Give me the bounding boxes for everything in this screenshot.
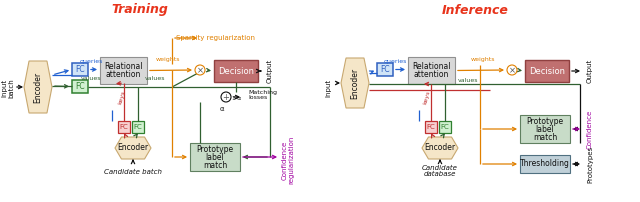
Bar <box>377 63 393 76</box>
Text: FC: FC <box>427 124 435 130</box>
Bar <box>408 57 455 84</box>
Circle shape <box>507 65 517 75</box>
Circle shape <box>195 65 205 75</box>
Text: Decision: Decision <box>529 66 565 76</box>
Bar <box>520 155 570 173</box>
Text: values: values <box>458 78 478 82</box>
Bar <box>425 121 437 133</box>
Text: Relational: Relational <box>104 62 143 71</box>
Text: FC: FC <box>380 65 390 74</box>
Text: weights: weights <box>471 58 495 62</box>
Text: label: label <box>205 154 225 162</box>
Text: keys: keys <box>423 89 431 105</box>
Text: Encoder: Encoder <box>351 67 360 99</box>
Text: Decision: Decision <box>218 66 254 76</box>
Text: Output: Output <box>267 59 273 83</box>
Bar <box>118 121 130 133</box>
Bar <box>214 60 258 82</box>
Text: match: match <box>203 162 227 170</box>
Text: Input: Input <box>325 79 331 97</box>
Polygon shape <box>422 137 458 159</box>
Text: Prototype: Prototype <box>196 145 234 155</box>
Text: keys: keys <box>118 89 126 105</box>
Text: Encoder: Encoder <box>424 143 456 153</box>
Text: match: match <box>533 134 557 142</box>
Text: Input
batch: Input batch <box>1 78 15 98</box>
Text: label: label <box>536 125 554 135</box>
Text: Confidence: Confidence <box>587 109 593 149</box>
Polygon shape <box>341 58 369 108</box>
Text: queries: queries <box>79 59 102 63</box>
Text: FC: FC <box>440 124 449 130</box>
Text: 1-α: 1-α <box>231 97 241 101</box>
Text: queries: queries <box>383 59 406 63</box>
Text: Encoder: Encoder <box>33 72 42 103</box>
Text: α: α <box>220 106 224 112</box>
Text: ×: × <box>196 66 204 75</box>
Text: FC: FC <box>134 124 142 130</box>
Text: attention: attention <box>414 70 449 79</box>
Bar <box>525 60 569 82</box>
Bar <box>72 63 88 76</box>
Text: Inference: Inference <box>442 3 508 17</box>
Text: Training: Training <box>111 3 168 17</box>
Text: Output: Output <box>587 59 593 83</box>
Text: FC: FC <box>75 82 85 91</box>
Bar <box>520 115 570 143</box>
Text: FC: FC <box>120 124 129 130</box>
Text: Prototypes: Prototypes <box>587 145 593 183</box>
Text: ×: × <box>509 66 515 75</box>
Bar <box>132 121 144 133</box>
Text: Relational: Relational <box>412 62 451 71</box>
Text: values: values <box>81 76 101 81</box>
Bar <box>439 121 451 133</box>
Text: Prototype: Prototype <box>527 118 564 126</box>
Bar <box>100 57 147 84</box>
Text: attention: attention <box>106 70 141 79</box>
Circle shape <box>221 92 231 102</box>
Text: FC: FC <box>75 65 85 74</box>
Polygon shape <box>24 61 52 113</box>
Text: Candidate batch: Candidate batch <box>104 169 162 175</box>
Text: weights: weights <box>156 58 180 62</box>
Bar <box>190 143 240 171</box>
Text: Thresholding: Thresholding <box>520 160 570 168</box>
Polygon shape <box>115 137 151 159</box>
Text: values: values <box>145 76 165 81</box>
Text: Matching
losses: Matching losses <box>248 90 277 100</box>
Text: Candidate
database: Candidate database <box>422 164 458 178</box>
Text: +: + <box>223 93 229 102</box>
Bar <box>72 80 88 93</box>
Text: Encoder: Encoder <box>117 143 148 153</box>
Text: Confidence
regularization: Confidence regularization <box>282 136 294 184</box>
Text: Sparsity regularization: Sparsity regularization <box>175 35 255 41</box>
